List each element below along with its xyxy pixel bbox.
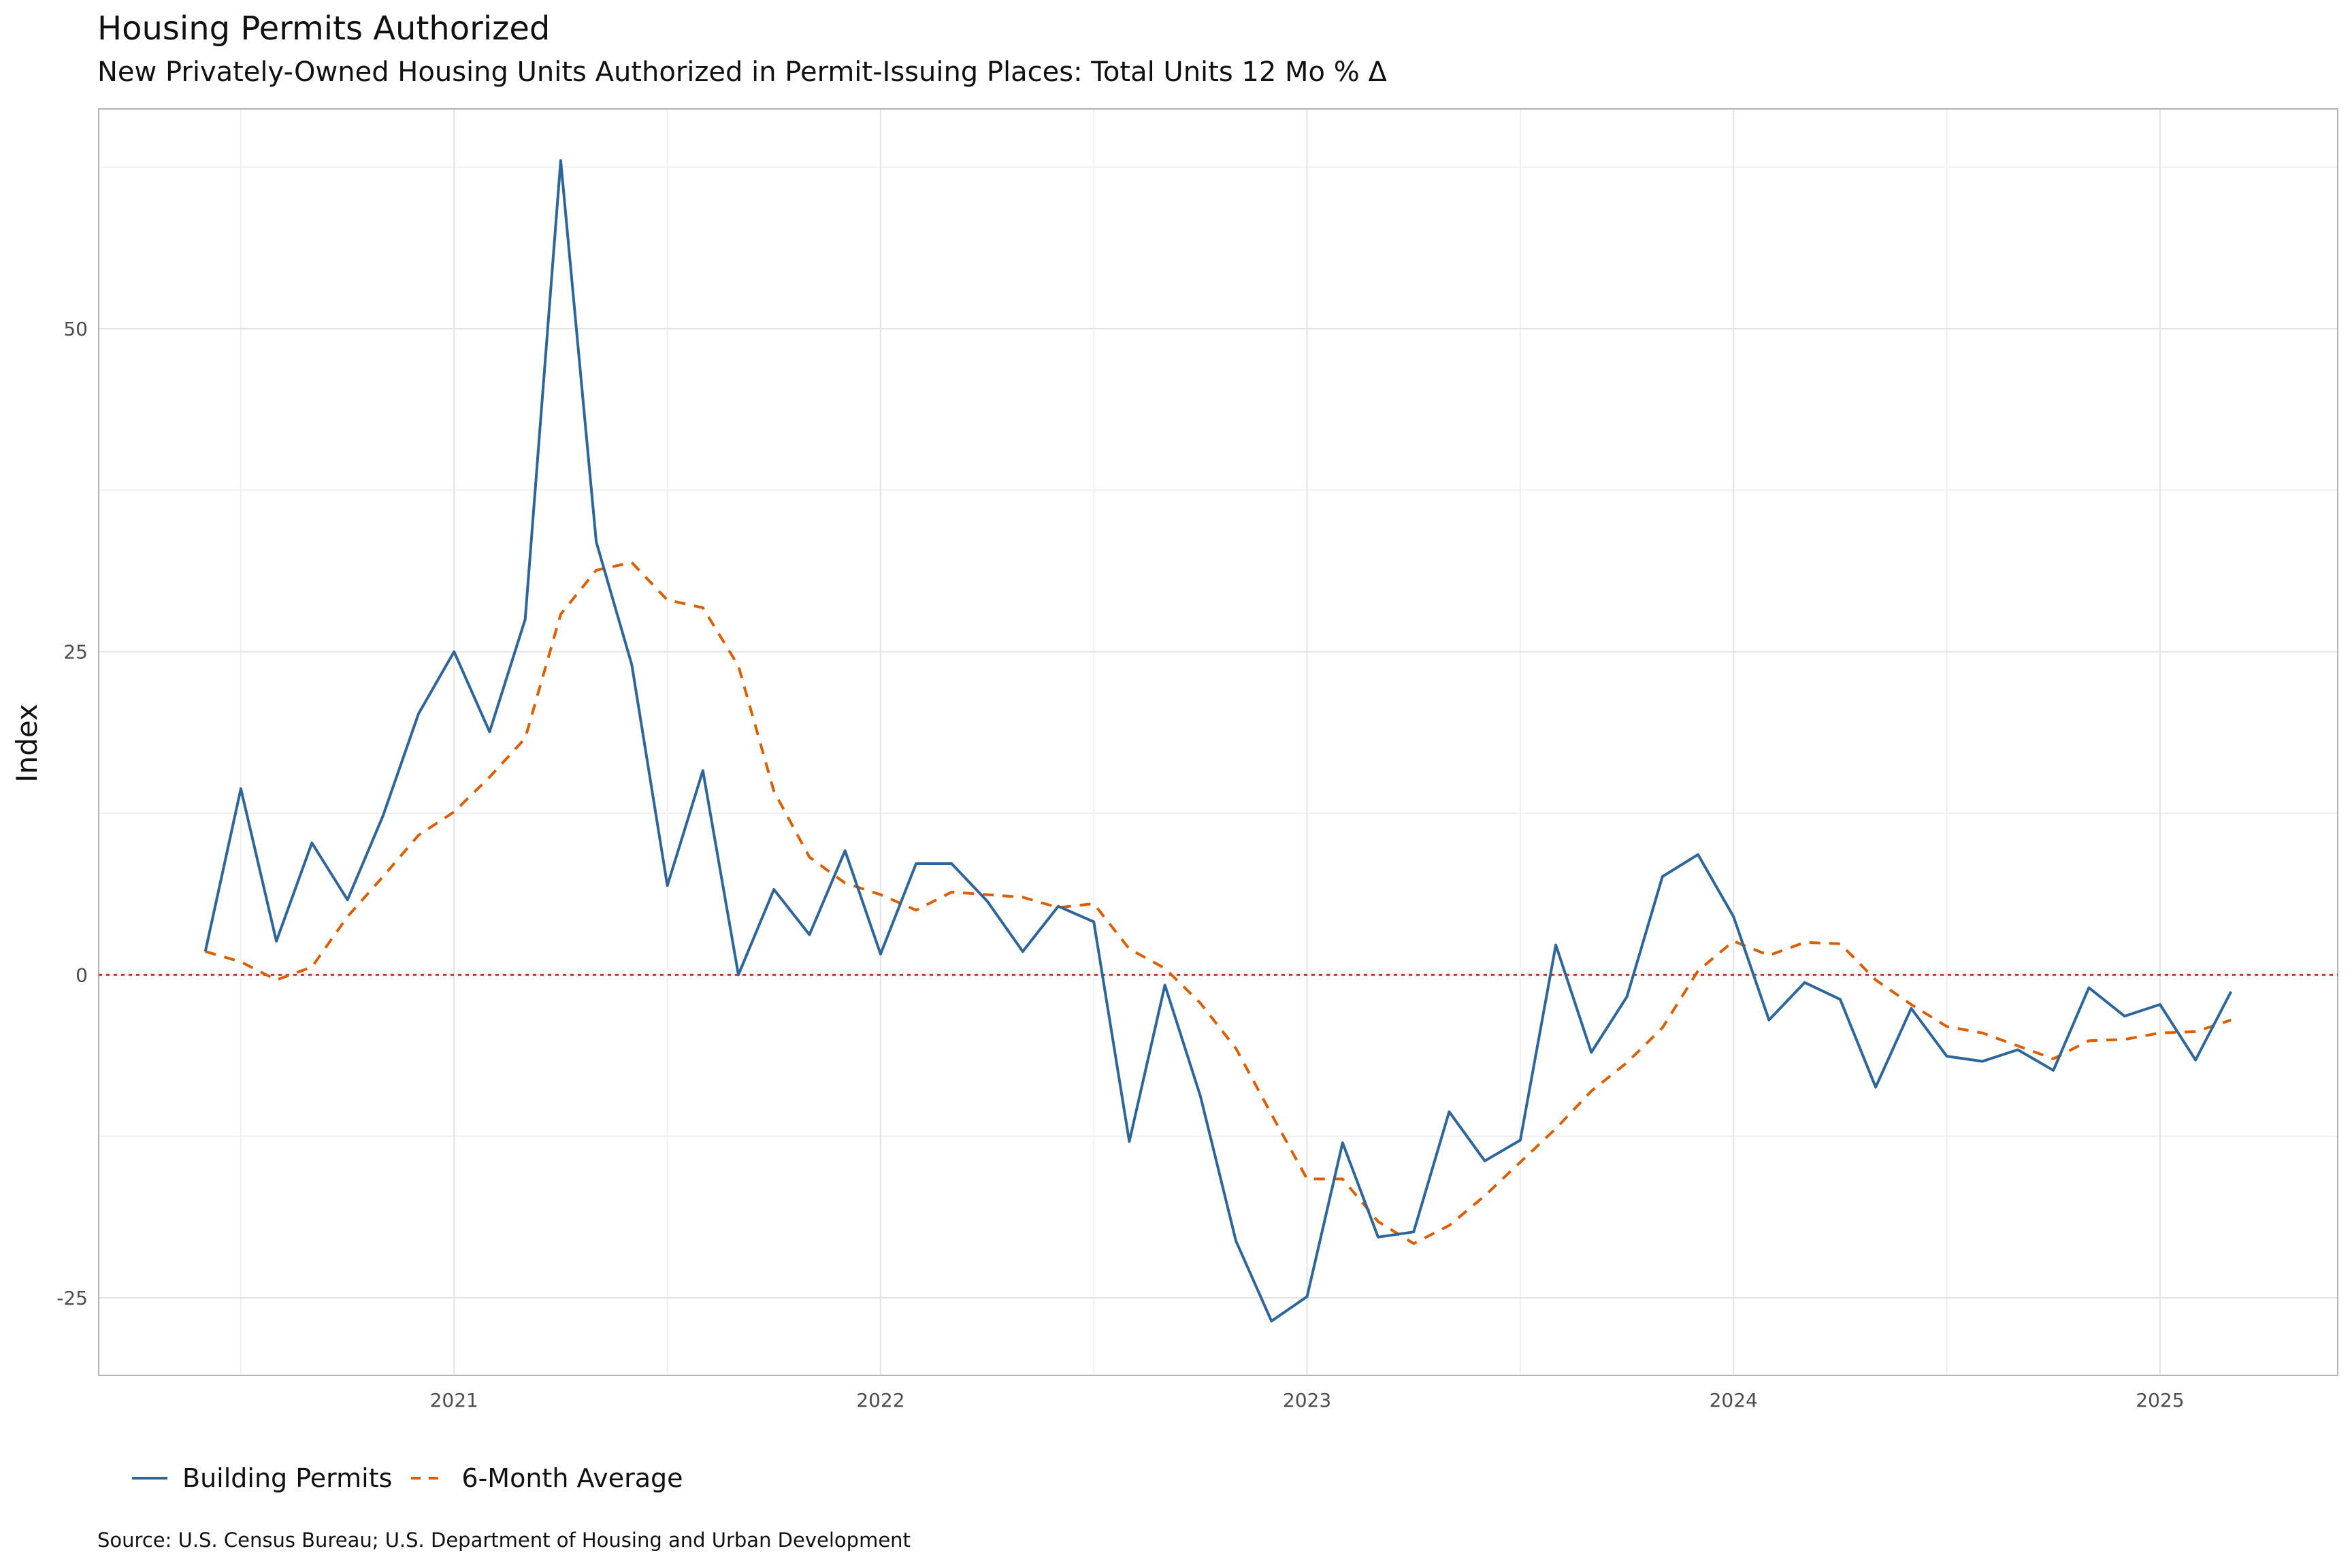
legend-item-6-month-average: 6-Month Average xyxy=(408,1463,683,1493)
y-tick-label: 50 xyxy=(63,318,88,340)
x-tick-label: 2024 xyxy=(1710,1389,1758,1411)
series-layer xyxy=(203,159,2233,1323)
major-gridlines xyxy=(99,109,2338,1375)
x-tick-label: 2023 xyxy=(1283,1389,1331,1411)
legend-label: 6-Month Average xyxy=(461,1463,683,1493)
legend: Building Permits 6-Month Average xyxy=(129,1458,700,1499)
series-line-building-permits xyxy=(203,159,2233,1323)
chart-subtitle: New Privately-Owned Housing Units Author… xyxy=(97,56,1387,88)
chart-caption: Source: U.S. Census Bureau; U.S. Departm… xyxy=(97,1529,911,1552)
y-tick-label: -25 xyxy=(56,1287,88,1309)
x-tick-label: 2025 xyxy=(2136,1389,2184,1411)
x-axis-ticks: 2021 2022 2023 2024 2025 xyxy=(430,1389,2185,1411)
legend-key-solid xyxy=(129,1465,170,1492)
legend-label: Building Permits xyxy=(182,1463,393,1493)
x-tick-label: 2021 xyxy=(430,1389,478,1411)
legend-item-building-permits: Building Permits xyxy=(129,1463,392,1493)
series-line-6-month-average xyxy=(205,561,2232,1245)
legend-key-dashed xyxy=(408,1465,449,1492)
x-tick-label: 2022 xyxy=(856,1389,904,1411)
plot-panel-border xyxy=(98,108,2338,1376)
chart-title: Housing Permits Authorized xyxy=(97,10,551,48)
y-tick-label: 25 xyxy=(63,641,88,664)
y-axis-label: Index xyxy=(10,704,44,783)
line-chart: 2021 2022 2023 2024 2025 -25 0 25 50 Index xyxy=(10,108,2338,1411)
y-tick-label: 0 xyxy=(76,964,88,986)
y-axis-ticks: -25 0 25 50 xyxy=(56,318,88,1309)
minor-gridlines xyxy=(99,109,2338,1375)
